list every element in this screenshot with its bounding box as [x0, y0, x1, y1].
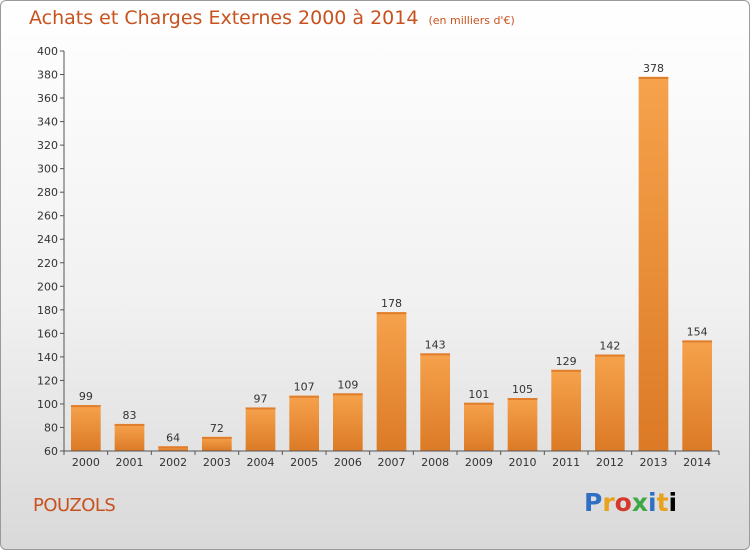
y-tick-label: 140: [37, 351, 58, 364]
y-tick-label: 360: [37, 92, 58, 105]
bar-value-label: 64: [166, 431, 180, 444]
bar-top-edge: [158, 446, 189, 449]
title-row: Achats et Charges Externes 2000 à 2014 (e…: [29, 7, 515, 29]
x-tick-label: 2013: [640, 456, 668, 469]
logo-letter: i: [668, 488, 678, 517]
bar: [507, 398, 538, 451]
bar: [682, 340, 713, 451]
bar-value-label: 101: [468, 388, 489, 401]
bar-top-edge: [594, 354, 625, 357]
bar-value-label: 178: [381, 297, 402, 310]
y-tick-label: 80: [44, 421, 58, 434]
bar-top-edge: [245, 407, 276, 410]
y-tick-label: 200: [37, 280, 58, 293]
bar: [420, 353, 451, 451]
x-tick-label: 2005: [290, 456, 318, 469]
y-tick-label: 180: [37, 304, 58, 317]
bar-top-edge: [682, 340, 713, 343]
x-tick-label: 2004: [247, 456, 275, 469]
bar: [594, 354, 625, 451]
bar-value-label: 83: [123, 409, 137, 422]
x-tick-label: 2006: [334, 456, 362, 469]
bar-value-label: 107: [294, 381, 315, 394]
bar-top-edge: [638, 76, 669, 79]
y-tick-label: 340: [37, 116, 58, 129]
y-axis: 60 80 100 120 140 160 180 200 220 240 260 280 300 320…: [37, 45, 65, 458]
y-tick-label: 260: [37, 210, 58, 223]
bar-value-label: 143: [425, 338, 446, 351]
y-tick-label: 300: [37, 163, 58, 176]
bar: [201, 436, 232, 451]
bar: [289, 395, 320, 451]
y-tick-label: 380: [37, 69, 58, 82]
bar-top-edge: [114, 423, 145, 426]
x-tick-label: 2009: [465, 456, 493, 469]
x-tick-label: 2012: [596, 456, 624, 469]
y-tick-label: 220: [37, 257, 58, 270]
bar-value-label: 378: [643, 62, 664, 75]
proxiti-logo: Proxiti: [584, 488, 677, 517]
bar-top-edge: [420, 353, 451, 356]
logo-letter: r: [602, 488, 615, 517]
bar-top-edge: [201, 436, 232, 439]
bars: 99 83 64 72 97 107 109 178 143 101 105 129 142 378 154: [70, 62, 713, 451]
bar-value-label: 129: [556, 355, 577, 368]
bar: [245, 407, 276, 451]
x-tick-label: 2000: [72, 456, 100, 469]
bar-value-label: 142: [599, 340, 620, 353]
chart-subtitle: (en milliers d'€): [428, 14, 515, 27]
bar-value-label: 72: [210, 422, 224, 435]
bar-value-label: 109: [337, 378, 358, 391]
x-tick-label: 2003: [203, 456, 231, 469]
x-tick-label: 2010: [509, 456, 537, 469]
logo-letter: o: [614, 488, 632, 517]
x-tick-label: 2008: [421, 456, 449, 469]
x-tick-label: 2014: [683, 456, 711, 469]
bar-top-edge: [463, 402, 494, 405]
bar: [638, 76, 669, 451]
bar: [332, 393, 363, 451]
bar: [463, 402, 494, 451]
logo-letter: i: [648, 488, 657, 517]
y-tick-label: 120: [37, 374, 58, 387]
y-tick-label: 240: [37, 233, 58, 246]
bar-top-edge: [376, 312, 407, 315]
commune-name: POUZOLS: [33, 495, 116, 516]
bar: [114, 423, 145, 451]
bar: [551, 369, 582, 451]
y-tick-label: 100: [37, 398, 58, 411]
logo-letter: t: [656, 488, 669, 517]
bar-top-edge: [507, 398, 538, 401]
bar-top-edge: [70, 405, 101, 408]
bar-value-label: 99: [79, 390, 93, 403]
x-tick-label: 2007: [378, 456, 406, 469]
bar-top-edge: [289, 395, 320, 398]
bar-value-label: 97: [254, 392, 268, 405]
bar-value-label: 154: [687, 325, 708, 338]
y-tick-label: 320: [37, 139, 58, 152]
bar: [158, 446, 189, 451]
bar-value-label: 105: [512, 383, 533, 396]
x-tick-label: 2001: [116, 456, 144, 469]
bar-top-edge: [551, 369, 582, 372]
y-tick-label: 160: [37, 327, 58, 340]
x-axis: 2000 2001 2002 2003 2004 2005 2006 2007 2008 2009…: [63, 450, 720, 469]
y-tick-label: 60: [44, 445, 58, 458]
bar: [376, 312, 407, 451]
logo-letter: P: [584, 488, 603, 517]
y-tick-label: 280: [37, 186, 58, 199]
logo-letter: x: [631, 488, 648, 517]
bar: [70, 405, 101, 451]
x-tick-label: 2002: [159, 456, 187, 469]
y-tick-label: 400: [37, 45, 58, 58]
chart-title: Achats et Charges Externes 2000 à 2014: [29, 7, 419, 29]
bar-top-edge: [332, 393, 363, 396]
x-tick-label: 2011: [552, 456, 580, 469]
